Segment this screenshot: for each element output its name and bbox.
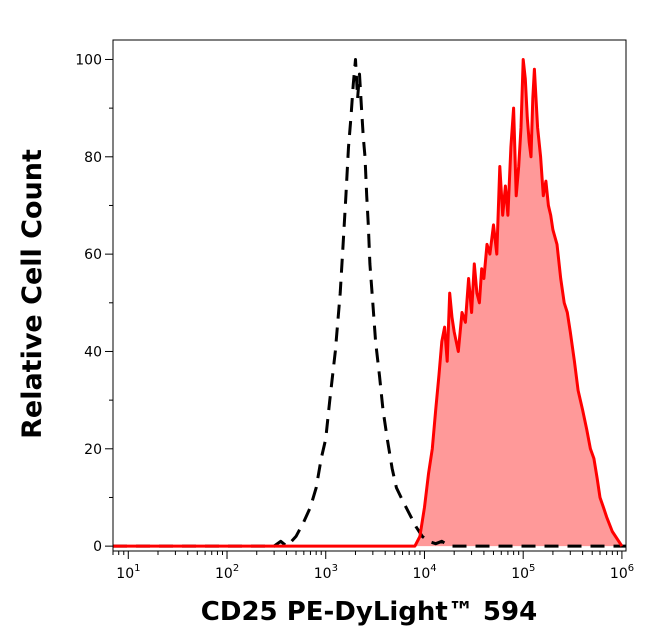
y-axis-title: Relative Cell Count <box>17 149 48 439</box>
series-line-layer <box>113 58 626 548</box>
y-tick-label: 40 <box>84 344 102 360</box>
x-tick-label: 106 <box>610 563 634 582</box>
tick-layer <box>105 58 623 559</box>
series-0-line <box>113 58 626 548</box>
x-tick-label: 103 <box>314 563 338 582</box>
y-tick-label: 100 <box>75 52 102 68</box>
series-1-line <box>113 58 624 548</box>
y-tick-label: 20 <box>84 442 102 458</box>
y-tick-label: 0 <box>93 539 102 555</box>
series-1-fill <box>113 59 622 547</box>
y-tick-label: 60 <box>84 247 102 263</box>
y-tick-label: 80 <box>84 150 102 166</box>
x-tick-label: 105 <box>511 563 535 582</box>
plot-frame <box>112 39 627 552</box>
x-tick-label: 102 <box>215 563 239 582</box>
series-fill-layer <box>113 59 622 547</box>
x-tick-label: 101 <box>116 563 140 582</box>
tick-label-layer: 101 102 103 104 105 106 0 20 40 60 80 100 <box>75 52 634 582</box>
x-axis-title: CD25 PE-DyLight™ 594 <box>201 597 537 627</box>
x-tick-label: 104 <box>412 563 436 582</box>
